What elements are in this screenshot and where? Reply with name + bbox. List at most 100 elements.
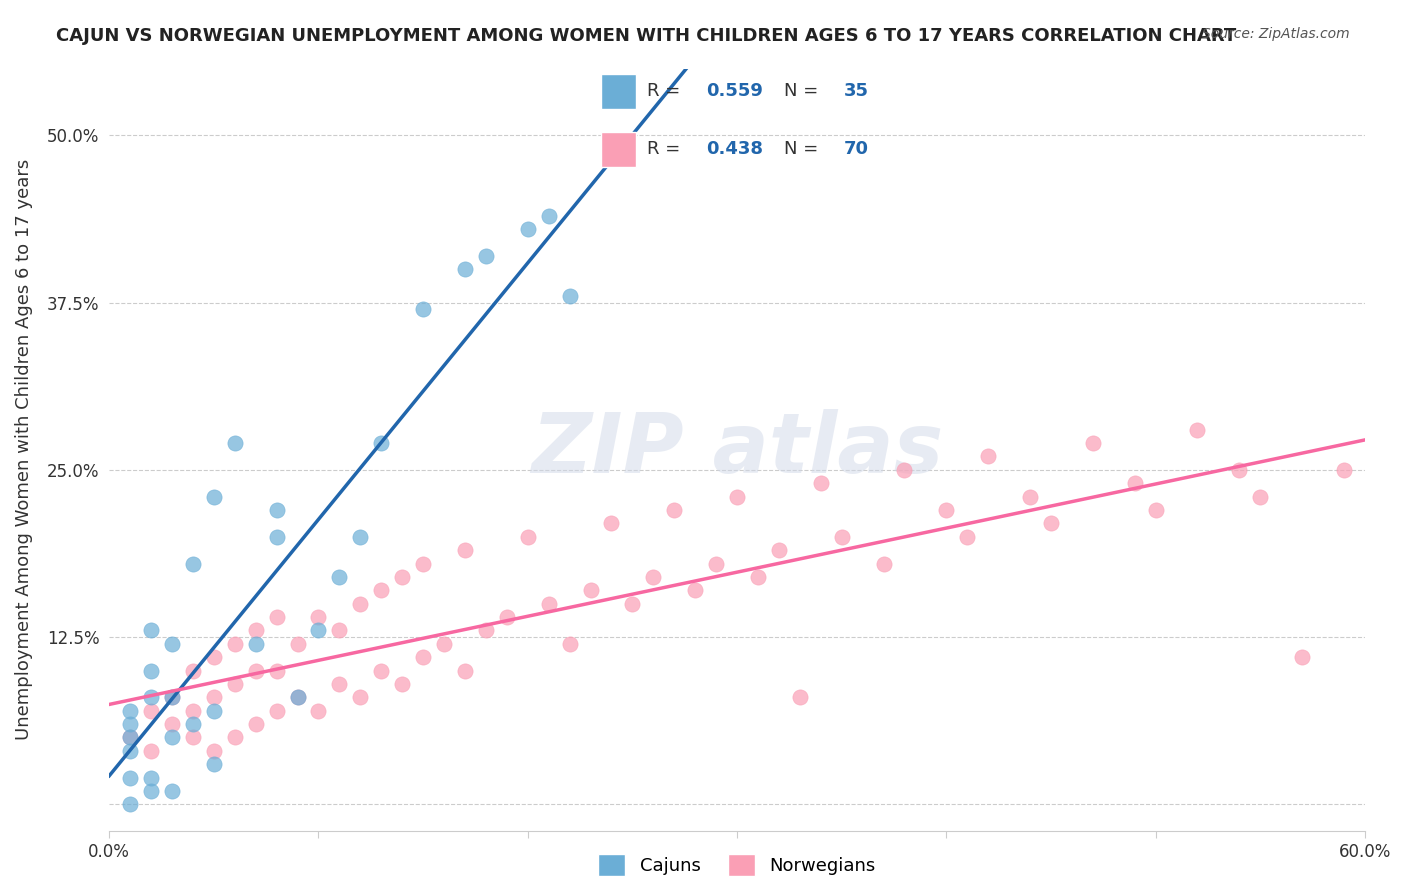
Point <box>831 530 853 544</box>
Point <box>1039 516 1062 531</box>
Point <box>328 570 350 584</box>
Point <box>1144 503 1167 517</box>
Point <box>537 209 560 223</box>
Point <box>810 476 832 491</box>
Point <box>516 530 538 544</box>
Point <box>412 302 434 317</box>
Point <box>935 503 957 517</box>
Point <box>391 677 413 691</box>
Legend: Cajuns, Norwegians: Cajuns, Norwegians <box>591 847 883 883</box>
Point <box>181 704 204 718</box>
Point <box>768 543 790 558</box>
Point <box>120 717 142 731</box>
Point <box>1333 463 1355 477</box>
Point <box>160 690 183 705</box>
Point <box>245 664 267 678</box>
Point <box>245 637 267 651</box>
Point <box>454 262 477 277</box>
Point <box>287 690 309 705</box>
Point <box>181 664 204 678</box>
Point <box>308 704 330 718</box>
Point <box>683 583 706 598</box>
Point <box>558 289 581 303</box>
Point <box>328 677 350 691</box>
Point <box>579 583 602 598</box>
Point <box>224 436 246 450</box>
Point <box>202 690 225 705</box>
Text: CAJUN VS NORWEGIAN UNEMPLOYMENT AMONG WOMEN WITH CHILDREN AGES 6 TO 17 YEARS COR: CAJUN VS NORWEGIAN UNEMPLOYMENT AMONG WO… <box>56 27 1236 45</box>
Point <box>454 664 477 678</box>
Point <box>160 717 183 731</box>
Point <box>349 530 371 544</box>
Point <box>308 624 330 638</box>
Point <box>139 624 162 638</box>
Point <box>120 771 142 785</box>
Point <box>1187 423 1209 437</box>
Text: N =: N = <box>785 140 824 159</box>
Point <box>370 436 392 450</box>
Point <box>956 530 979 544</box>
Point <box>245 717 267 731</box>
Y-axis label: Unemployment Among Women with Children Ages 6 to 17 years: Unemployment Among Women with Children A… <box>15 159 32 740</box>
Point <box>725 490 748 504</box>
Point <box>558 637 581 651</box>
Point <box>266 704 288 718</box>
Point <box>202 744 225 758</box>
Point <box>495 610 517 624</box>
Point <box>893 463 915 477</box>
Point <box>537 597 560 611</box>
Point <box>1019 490 1042 504</box>
Point <box>412 557 434 571</box>
Point <box>600 516 623 531</box>
Point <box>747 570 769 584</box>
Point <box>872 557 894 571</box>
Point <box>202 650 225 665</box>
Text: R =: R = <box>647 82 686 101</box>
Point <box>266 503 288 517</box>
Point <box>287 690 309 705</box>
Point <box>160 731 183 745</box>
Point <box>266 664 288 678</box>
Text: ZIP atlas: ZIP atlas <box>531 409 943 491</box>
Point <box>454 543 477 558</box>
Point <box>1227 463 1250 477</box>
Point <box>370 583 392 598</box>
Point <box>475 624 498 638</box>
Point <box>664 503 686 517</box>
Point <box>139 771 162 785</box>
Point <box>1081 436 1104 450</box>
Text: 0.559: 0.559 <box>707 82 763 101</box>
Point <box>120 731 142 745</box>
Point <box>412 650 434 665</box>
Point <box>349 597 371 611</box>
Text: N =: N = <box>785 82 824 101</box>
FancyBboxPatch shape <box>602 132 636 167</box>
Point <box>160 637 183 651</box>
Point <box>643 570 665 584</box>
Point <box>391 570 413 584</box>
Point <box>202 757 225 772</box>
Point <box>139 744 162 758</box>
Point <box>202 704 225 718</box>
Text: 0.438: 0.438 <box>707 140 763 159</box>
Point <box>181 717 204 731</box>
Point <box>181 557 204 571</box>
Point <box>266 530 288 544</box>
Point <box>139 690 162 705</box>
Point <box>349 690 371 705</box>
Point <box>621 597 644 611</box>
Text: R =: R = <box>647 140 686 159</box>
Point <box>139 664 162 678</box>
Point <box>977 450 1000 464</box>
Point <box>704 557 727 571</box>
Point <box>120 744 142 758</box>
Point <box>181 731 204 745</box>
Point <box>224 677 246 691</box>
Point <box>370 664 392 678</box>
Text: 35: 35 <box>844 82 869 101</box>
Point <box>160 784 183 798</box>
Point <box>139 704 162 718</box>
Point <box>1123 476 1146 491</box>
Point <box>245 624 267 638</box>
Point <box>1249 490 1271 504</box>
